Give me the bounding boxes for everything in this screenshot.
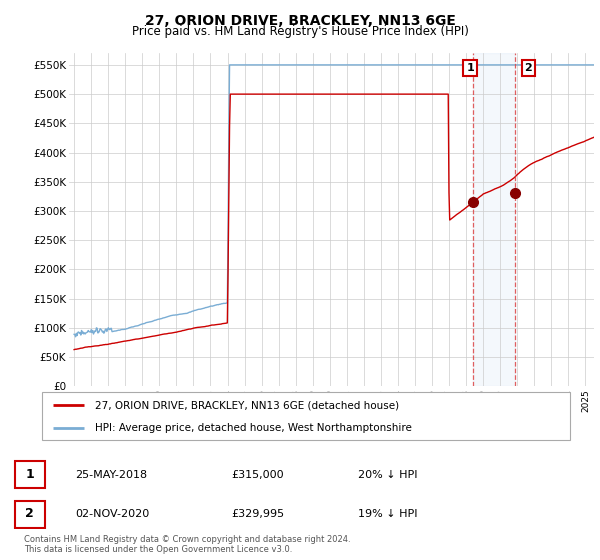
- Text: 25-MAY-2018: 25-MAY-2018: [76, 470, 148, 479]
- FancyBboxPatch shape: [15, 501, 45, 528]
- Text: £315,000: £315,000: [231, 470, 284, 479]
- Bar: [473, 53, 515, 386]
- Text: £329,995: £329,995: [231, 509, 284, 519]
- FancyBboxPatch shape: [42, 392, 570, 440]
- Text: 1: 1: [466, 63, 474, 73]
- FancyBboxPatch shape: [15, 461, 45, 488]
- Text: HPI: Average price, detached house, West Northamptonshire: HPI: Average price, detached house, West…: [95, 423, 412, 433]
- Text: 2: 2: [524, 63, 532, 73]
- Text: 27, ORION DRIVE, BRACKLEY, NN13 6GE (detached house): 27, ORION DRIVE, BRACKLEY, NN13 6GE (det…: [95, 400, 399, 410]
- Text: Price paid vs. HM Land Registry's House Price Index (HPI): Price paid vs. HM Land Registry's House …: [131, 25, 469, 38]
- Text: 27, ORION DRIVE, BRACKLEY, NN13 6GE: 27, ORION DRIVE, BRACKLEY, NN13 6GE: [145, 14, 455, 28]
- Text: 2: 2: [25, 507, 34, 520]
- Text: 02-NOV-2020: 02-NOV-2020: [76, 509, 149, 519]
- Text: 1: 1: [25, 468, 34, 481]
- Text: 20% ↓ HPI: 20% ↓ HPI: [358, 470, 417, 479]
- Text: Contains HM Land Registry data © Crown copyright and database right 2024.
This d: Contains HM Land Registry data © Crown c…: [24, 535, 350, 554]
- Text: 19% ↓ HPI: 19% ↓ HPI: [358, 509, 417, 519]
